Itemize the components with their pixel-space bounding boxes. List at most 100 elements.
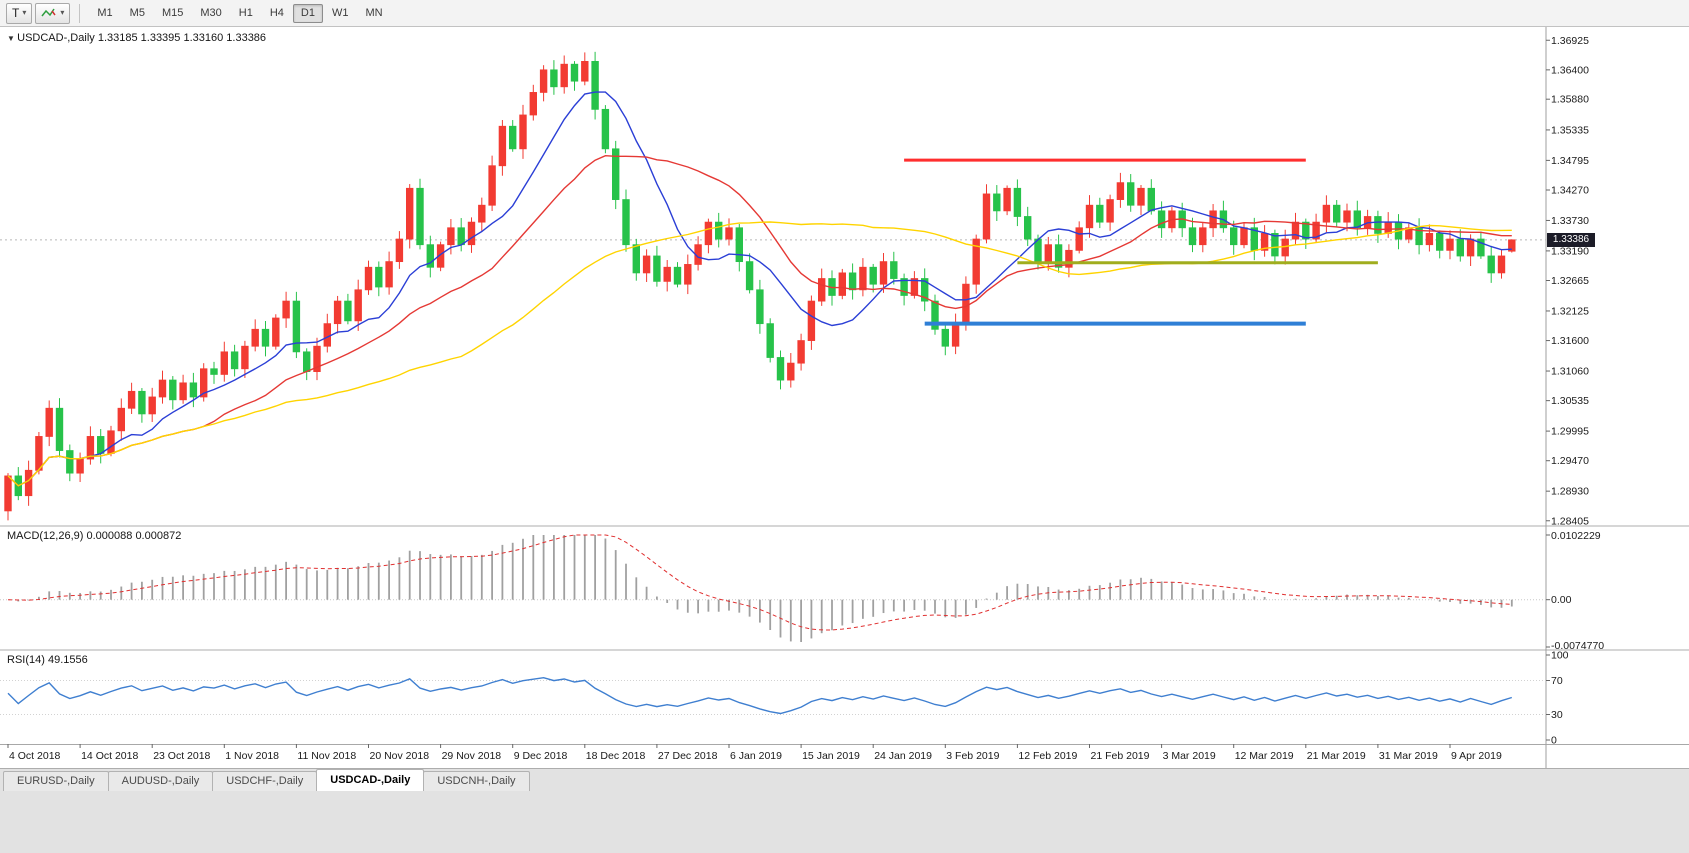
- candle-body: [735, 227, 743, 263]
- date-axis-label: 14 Oct 2018: [81, 750, 138, 762]
- candle-body: [1302, 221, 1310, 240]
- chart-ohlc-values: 1.33185 1.33395 1.33160 1.33386: [97, 32, 267, 44]
- candle-body: [838, 272, 846, 296]
- price-axis-label: 1.28930: [1551, 486, 1589, 498]
- date-axis-label: 23 Oct 2018: [153, 750, 210, 762]
- candle-body: [127, 390, 136, 409]
- candle-body: [941, 328, 949, 347]
- timeframe-button-m15[interactable]: M15: [154, 4, 191, 23]
- candle-body: [302, 351, 311, 372]
- date-axis-label: 31 Mar 2019: [1379, 750, 1438, 762]
- candle-body: [848, 272, 857, 291]
- chart-tab-usdchf[interactable]: USDCHF-,Daily: [212, 771, 318, 791]
- candle-body: [1456, 238, 1464, 257]
- candle-body: [962, 283, 970, 325]
- date-axis-label: 9 Dec 2018: [514, 750, 568, 762]
- chart-tab-usdcnh[interactable]: USDCNH-,Daily: [423, 771, 530, 791]
- candle-body: [395, 238, 404, 263]
- candle-body: [632, 244, 640, 274]
- timeframe-button-h4[interactable]: H4: [262, 4, 292, 23]
- candle-body: [282, 300, 290, 319]
- toolbar-separator: [79, 3, 81, 23]
- candle-body: [138, 390, 146, 415]
- candle-body: [745, 261, 754, 291]
- chevron-down-icon: ▾: [60, 8, 65, 17]
- candle-body: [66, 450, 74, 474]
- date-axis-label: 1 Nov 2018: [225, 750, 279, 762]
- chart-tab-usdcad[interactable]: USDCAD-,Daily: [316, 769, 425, 791]
- date-axis-label: 15 Jan 2019: [802, 750, 860, 762]
- rsi-line: [7, 676, 1513, 715]
- candle-body: [210, 368, 218, 375]
- candle-body: [951, 323, 960, 347]
- price-axis-label: 1.36925: [1551, 35, 1589, 47]
- indicators-button[interactable]: ▾: [35, 2, 71, 24]
- candle-body: [1436, 233, 1444, 251]
- pane-separator[interactable]: [0, 525, 1689, 527]
- candle-body: [405, 187, 414, 240]
- candle-body: [570, 63, 579, 82]
- candle-body: [550, 69, 558, 88]
- candle-body: [725, 227, 733, 240]
- candle-body: [76, 458, 84, 474]
- chart-tabbar: EURUSD-,Daily AUDUSD-,Daily USDCHF-,Daily U…: [0, 768, 1689, 791]
- price-axis-label: 1.35335: [1551, 124, 1589, 136]
- candle-body: [890, 261, 898, 279]
- date-axis-label: 12 Mar 2019: [1235, 750, 1294, 762]
- candle-body: [931, 300, 939, 330]
- candle-body: [560, 63, 568, 88]
- date-axis-label: 3 Feb 2019: [946, 750, 999, 762]
- timeframe-button-mn[interactable]: MN: [357, 4, 390, 23]
- candle-body: [1024, 216, 1032, 240]
- candle-body: [539, 69, 548, 93]
- price-axis-label: 1.30535: [1551, 395, 1589, 407]
- candle-body: [1230, 227, 1238, 246]
- candle-body: [993, 193, 1001, 212]
- rsi-axis-label: 30: [1551, 709, 1563, 721]
- macd-name: MACD(12,26,9): [7, 530, 84, 542]
- ma-45-line: [7, 221, 1512, 487]
- chart-tab-eurusd[interactable]: EURUSD-,Daily: [3, 771, 109, 791]
- timeframe-button-h1[interactable]: H1: [231, 4, 261, 23]
- candle-body: [715, 221, 723, 240]
- candle-body: [478, 204, 486, 223]
- timeframe-group: M1 M5 M15 M30 H1 H4 D1 W1 MN: [89, 3, 390, 23]
- candle-body: [879, 261, 888, 285]
- candle-body: [1065, 249, 1073, 268]
- price-axis-label: 1.36400: [1551, 64, 1589, 76]
- date-axis-label: 9 Apr 2019: [1451, 750, 1502, 762]
- candle-body: [354, 289, 362, 322]
- candle-body: [447, 227, 455, 246]
- candle-body: [1013, 187, 1022, 217]
- candle-body: [859, 266, 867, 291]
- candle-body: [1271, 233, 1279, 257]
- candle-body: [189, 382, 198, 398]
- chart-symbol-label: USDCAD-,Daily: [17, 32, 95, 44]
- timeframe-button-d1[interactable]: D1: [292, 3, 323, 23]
- chart-tab-audusd[interactable]: AUDUSD-,Daily: [107, 771, 214, 791]
- candle-body: [529, 92, 537, 116]
- ma-9-line: [7, 91, 1512, 487]
- candle-body: [292, 300, 301, 353]
- candle-body: [684, 264, 692, 285]
- candle-body: [1291, 221, 1300, 240]
- chart-collapse-icon[interactable]: ▼: [7, 34, 18, 43]
- timeframe-button-m1[interactable]: M1: [89, 4, 120, 23]
- text-tool-button[interactable]: T ▾: [6, 2, 33, 24]
- candle-body: [1157, 210, 1166, 229]
- candle-body: [508, 125, 517, 150]
- candle-body: [766, 323, 774, 358]
- candle-body: [1322, 204, 1331, 223]
- timeframe-button-m5[interactable]: M5: [122, 4, 153, 23]
- date-axis-label: 20 Nov 2018: [370, 750, 430, 762]
- pane-separator[interactable]: [0, 649, 1689, 651]
- timeframe-button-m30[interactable]: M30: [192, 4, 229, 23]
- candle-body: [24, 469, 33, 497]
- candle-body: [756, 289, 764, 325]
- candle-body: [4, 475, 12, 512]
- price-axis-label: 1.35880: [1551, 94, 1589, 106]
- candle-body: [1508, 239, 1516, 252]
- chart-canvas[interactable]: 1.36925 1.36400 1.35880 1.35335 1.34795 1.342…: [0, 27, 1689, 768]
- timeframe-button-w1[interactable]: W1: [324, 4, 357, 23]
- candle-body: [1353, 210, 1361, 229]
